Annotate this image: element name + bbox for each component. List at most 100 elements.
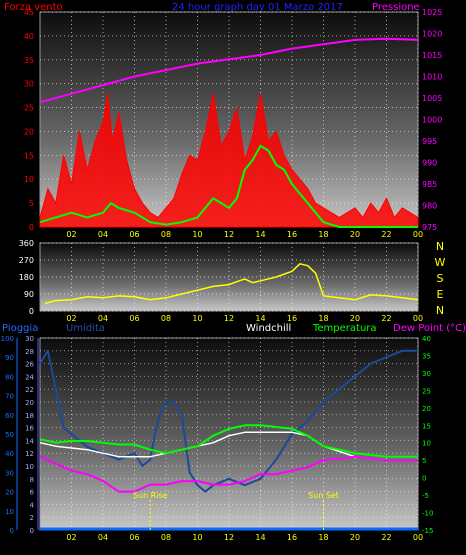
x-tick-label: 02: [66, 533, 76, 542]
compass-label: N: [436, 304, 444, 317]
dewpoint-line: [39, 455, 418, 493]
pressure-tick-label: 980: [422, 202, 437, 211]
temperature-tick-label: -10: [422, 510, 433, 518]
x-tick-label: 18: [318, 533, 328, 542]
humidity-line: [39, 349, 418, 493]
humidity-tick-label: 28: [25, 348, 34, 356]
pressure-axis-title: Pressione: [372, 2, 420, 13]
rain-tick-label: 40: [5, 450, 14, 458]
compass-label: W: [435, 256, 446, 269]
temperature-tick-label: 15: [422, 422, 431, 430]
x-tick-label: 22: [381, 533, 391, 542]
rain-tick-label: 20: [5, 489, 14, 497]
temperature-tick-label: 40: [422, 335, 431, 343]
sunrise-label: Sun Rise: [133, 491, 168, 500]
pressure-tick-label: 1015: [422, 51, 442, 60]
compass-label: E: [437, 288, 444, 301]
x-tick-label: 06: [129, 230, 139, 239]
wind-tick-label: 0: [29, 223, 34, 232]
pressure-tick-label: 1000: [422, 116, 442, 125]
humidity-tick-label: 18: [25, 412, 34, 420]
x-tick-label: 14: [255, 230, 265, 239]
temperature-tick-label: 0: [422, 475, 426, 483]
temperature-line: [39, 424, 418, 458]
x-tick-label: 08: [161, 314, 171, 323]
rain-tick-label: 100: [1, 335, 14, 343]
x-tick-label: 14: [255, 314, 265, 323]
wind-direction-line: [44, 263, 419, 305]
humidity-tick-label: 6: [30, 489, 35, 497]
legend-dewpoint: Dew Point (°C): [393, 323, 466, 334]
x-tick-label: 12: [224, 533, 234, 542]
wind-tick-label: 30: [24, 80, 34, 89]
rain-tick-label: 90: [5, 354, 14, 362]
x-tick-label: 14: [255, 533, 265, 542]
x-tick-label: 12: [224, 230, 234, 239]
rain-tick-label: 80: [5, 373, 14, 381]
x-tick-label: 10: [192, 314, 202, 323]
x-tick-label: 20: [350, 314, 360, 323]
pressure-tick-label: 990: [422, 159, 437, 168]
humidity-tick-label: 12: [25, 450, 34, 458]
x-tick-label: 20: [350, 533, 360, 542]
direction-tick-label: 0: [29, 307, 34, 316]
wind-tick-label: 35: [24, 56, 34, 65]
temperature-tick-label: 10: [422, 440, 431, 448]
wind-tick-label: 10: [24, 175, 34, 184]
x-tick-label: 16: [287, 533, 297, 542]
humidity-tick-label: 14: [25, 437, 34, 445]
legend-windchill: Windchill: [246, 323, 291, 334]
temperature-tick-label: 5: [422, 457, 426, 465]
temperature-tick-label: 35: [422, 352, 431, 360]
direction-tick-label: 360: [19, 239, 34, 248]
chart-title: 24 hour graph day 01 Marzo 2017: [172, 2, 343, 13]
legend-humidity: Umidita: [66, 323, 105, 334]
pressure-tick-label: 1020: [422, 30, 442, 39]
wind-tick-label: 40: [24, 32, 34, 41]
x-tick-label: 12: [224, 314, 234, 323]
humidity-tick-label: 26: [25, 361, 34, 369]
x-tick-label: 18: [318, 314, 328, 323]
humidity-tick-label: 0: [30, 527, 34, 535]
humidity-tick-label: 16: [25, 425, 34, 433]
rain-tick-label: 50: [5, 431, 14, 439]
compass-label: N: [436, 240, 444, 253]
rain-tick-label: 30: [5, 469, 14, 477]
x-tick-label: 02: [66, 314, 76, 323]
pressure-tick-label: 1005: [422, 94, 442, 103]
direction-tick-label: 180: [19, 273, 34, 282]
wind-tick-label: 45: [24, 8, 34, 17]
humidity-tick-label: 2: [30, 514, 34, 522]
legend-temperature: Temperatura: [312, 323, 377, 334]
humidity-tick-label: 20: [25, 399, 34, 407]
temperature-tick-label: 30: [422, 370, 431, 378]
wind-axis-title: Forza vento: [4, 2, 63, 13]
wind-tick-label: 25: [24, 104, 34, 113]
sunset-label: Sun Set: [308, 491, 339, 500]
x-tick-label: 00: [413, 533, 423, 542]
x-tick-label: 06: [129, 314, 139, 323]
rain-tick-label: 70: [5, 393, 14, 401]
pressure-tick-label: 1010: [422, 73, 442, 82]
x-tick-label: 10: [192, 230, 202, 239]
wind-tick-label: 15: [24, 151, 34, 160]
humidity-tick-label: 4: [30, 501, 35, 509]
rain-tick-label: 60: [5, 412, 14, 420]
x-tick-label: 00: [413, 230, 423, 239]
wind-tick-label: 5: [29, 199, 34, 208]
pressure-tick-label: 985: [422, 180, 437, 189]
x-tick-label: 16: [287, 230, 297, 239]
x-tick-label: 10: [192, 533, 202, 542]
x-tick-label: 04: [98, 533, 108, 542]
x-tick-label: 04: [98, 230, 108, 239]
x-tick-label: 06: [129, 533, 139, 542]
x-tick-label: 08: [161, 230, 171, 239]
pressure-line: [39, 37, 419, 104]
humidity-tick-label: 30: [25, 335, 34, 343]
temperature-tick-label: -15: [422, 527, 433, 535]
x-tick-label: 18: [318, 230, 328, 239]
humidity-tick-label: 24: [25, 373, 34, 381]
x-tick-label: 02: [66, 230, 76, 239]
humidity-tick-label: 10: [25, 463, 34, 471]
